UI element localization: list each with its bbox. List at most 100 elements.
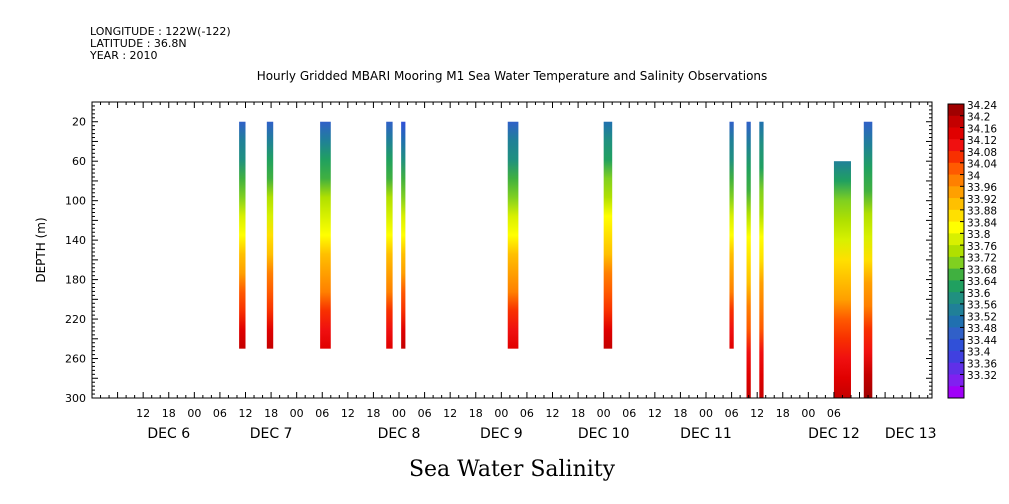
x-hour-label: 00 [699,407,713,420]
x-day-label: DEC 7 [250,426,293,442]
salinity-column [759,121,764,398]
colorbar-swatch [948,386,964,399]
colorbar-label: 34 [967,170,981,182]
x-day-label: DEC 11 [680,426,732,442]
salinity-column [386,121,393,349]
colorbar-label: 33.92 [967,194,997,206]
x-hour-label: 06 [520,407,534,420]
longitude-label: LONGITUDE : 122W(-122) [90,25,231,38]
colorbar-label: 33.84 [967,217,997,229]
colorbar-swatch [948,139,964,152]
x-day-label: DEC 10 [578,426,630,442]
x-hour-label: 12 [443,407,457,420]
variable-label: Sea Water Salinity [409,457,616,482]
x-hour-label: 06 [418,407,432,420]
colorbar-label: 34.16 [967,123,997,135]
colorbar-swatch [948,104,964,117]
colorbar-swatch [948,115,964,129]
x-hour-label: 00 [801,407,815,420]
x-hour-label: 12 [341,407,355,420]
year-label: YEAR : 2010 [89,49,158,62]
x-axis: 12 18 00 06 12 18 00 06 12 18 00 06 12 18 00 06 12 18 00 06… [91,102,937,442]
salinity-column [239,121,246,349]
colorbar-swatch [948,292,964,305]
x-hour-label: 12 [239,407,253,420]
x-day-label: DEC 13 [885,426,937,442]
x-day-label: DEC 6 [147,426,190,442]
colorbar-swatch [948,233,964,246]
x-hour-label: 06 [827,407,841,420]
colorbar-swatch [948,221,964,234]
colorbar-label: 34.2 [967,112,990,124]
salinity-column [729,121,734,349]
data-columns [239,121,873,398]
salinity-column [507,121,519,349]
colorbar-swatch [948,186,964,199]
colorbar-swatch [948,127,964,140]
salinity-column [746,121,751,398]
latitude-label: LATITUDE : 36.8N [90,37,187,50]
colorbar-swatch [948,339,964,352]
colorbar-label: 33.52 [967,311,997,323]
colorbar-swatch [948,209,964,223]
x-hour-label: 06 [315,407,329,420]
colorbar-swatch [948,374,964,387]
colorbar-label: 33.44 [967,335,997,347]
x-hour-label: 00 [187,407,201,420]
colorbar-label: 33.68 [967,264,997,276]
x-hour-label: 06 [622,407,636,420]
colorbar-label: 33.4 [967,347,991,359]
x-hour-label: 00 [597,407,611,420]
colorbar-label: 33.72 [967,253,997,265]
colorbar-swatch [948,327,964,340]
y-tick-label: 20 [72,116,86,129]
colorbar-label: 33.56 [967,300,997,312]
colorbar-label: 33.88 [967,206,997,218]
x-hour-label: 12 [648,407,662,420]
colorbar-label: 33.8 [967,229,990,241]
colorbar-label: 33.6 [967,288,991,300]
y-tick-label: 300 [65,392,86,405]
x-hour-label: 18 [673,407,687,420]
chart-title: Hourly Gridded MBARI Mooring M1 Sea Wate… [257,69,768,83]
x-day-label: DEC 8 [378,426,421,442]
x-hour-label: 00 [290,407,304,420]
colorbar-label: 33.36 [967,358,997,370]
salinity-column [863,121,873,398]
y-tick-label: 100 [65,195,86,208]
colorbar-label: 33.76 [967,241,997,253]
colorbar-label: 33.32 [967,370,997,382]
colorbar: 34.2434.234.1634.1234.0834.043433.9633.9… [947,100,997,399]
x-hour-label: 18 [264,407,278,420]
x-day-label: DEC 12 [808,426,860,442]
salinity-column [833,161,851,398]
x-hour-label: 00 [392,407,406,420]
y-tick-label: 260 [65,353,86,366]
colorbar-label: 34.04 [967,159,997,171]
x-hour-label: 18 [366,407,380,420]
colorbar-label: 34.12 [967,135,997,147]
colorbar-swatch [948,315,964,328]
x-hour-label: 18 [776,407,790,420]
salinity-column [603,121,613,349]
x-hour-label: 12 [136,407,150,420]
colorbar-swatch [948,245,964,258]
x-hour-label: 06 [213,407,227,420]
salinity-column [320,121,331,349]
x-hour-label: 12 [750,407,764,420]
colorbar-swatch [948,268,964,281]
y-tick-label: 140 [65,234,86,247]
colorbar-swatch [948,303,964,317]
x-hour-label: 06 [725,407,739,420]
y-tick-label: 220 [65,313,86,326]
colorbar-label: 33.64 [967,276,997,288]
y-tick-label: 180 [65,274,86,287]
colorbar-label: 33.48 [967,323,997,335]
x-hour-label: 18 [162,407,176,420]
y-axis: 20 60 100 140 180 220 260 300 [65,101,932,405]
x-hour-label: 18 [469,407,483,420]
x-hour-label: 18 [571,407,585,420]
colorbar-label: 34.08 [967,147,997,159]
x-day-label: DEC 9 [480,426,523,442]
